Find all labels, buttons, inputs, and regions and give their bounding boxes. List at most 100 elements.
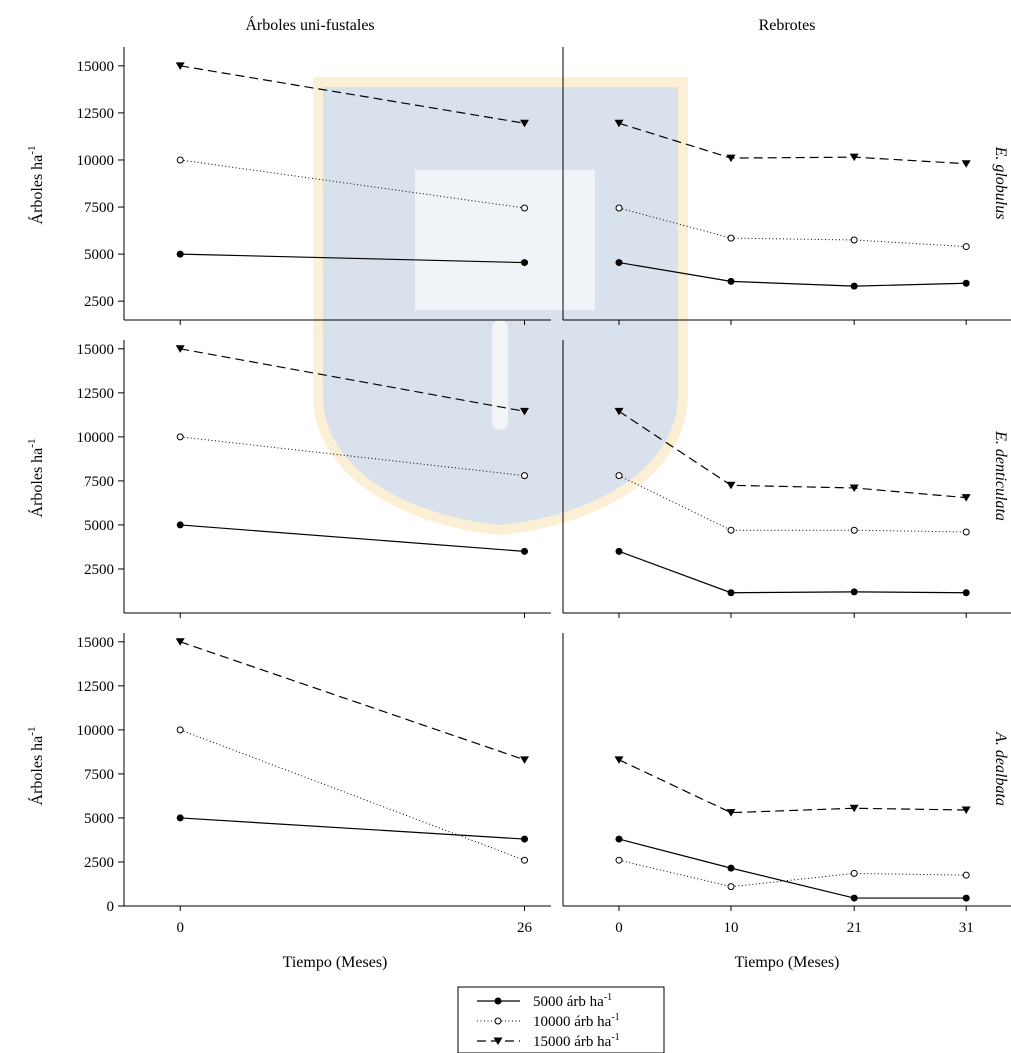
column-title-left: Árboles uni-fustales xyxy=(245,15,374,34)
panel-r3c1-x-tick-label: 0 xyxy=(176,920,184,936)
row-label-e-globulus: E. globulus xyxy=(992,146,1009,220)
panel-r1c2-series-line-1 xyxy=(618,261,967,287)
panel-r3c2-series-2-point xyxy=(727,883,735,891)
panel-r1c1-series-2-point xyxy=(176,156,184,164)
legend-box xyxy=(457,986,665,1053)
panel-r3c2-series-line-1 xyxy=(618,838,967,899)
panel-r3c2-x-tick-label: 10 xyxy=(724,920,739,936)
legend-label-15000: 15000 árb ha-1 xyxy=(533,1032,620,1050)
column-title-right: Rebrotes xyxy=(759,17,816,34)
panel-r1c1-series-3-point xyxy=(520,119,530,128)
panel-r3c1-series-3-point xyxy=(175,638,185,646)
legend-label-10000: 10000 árb ha-1 xyxy=(533,1012,620,1030)
panel-r3c1-series-1-point xyxy=(176,814,184,822)
panel-r2c2-series-3-point xyxy=(614,407,624,416)
panel-r3c2-series-3-point xyxy=(961,806,971,815)
panel-r2c1-y-tick-label: 2500 xyxy=(84,562,114,578)
panel-r3c2-series-3-point xyxy=(614,756,624,764)
row-label-e-denticulata: E. denticulata xyxy=(992,430,1009,521)
legend: 5000 árb ha-1 10000 árb ha-1 15000 árb h… xyxy=(457,986,665,1053)
panel-r2c1-y-tick-label: 15000 xyxy=(77,342,115,358)
row-label-a-dealbata: A. dealbata xyxy=(992,731,1009,806)
panel-r3c1-y-tick-label: 0 xyxy=(107,899,115,915)
panel-r2c2-series-1-point xyxy=(727,589,735,597)
panel-r1c2-series-3-point xyxy=(614,119,624,128)
panel-r3c1-series-1-point xyxy=(521,835,529,843)
panel-r1c1-series-2-point xyxy=(521,204,529,212)
panel-r1c1-y-tick-label: 7500 xyxy=(84,200,114,216)
panel-r1c2-series-1-point xyxy=(615,259,623,267)
panel-r3c1-series-3-point xyxy=(520,756,530,764)
panel-r1c1-y-tick-label: 12500 xyxy=(77,106,115,122)
panel-r2c1-series-line-1 xyxy=(180,524,525,552)
panel-r1c2-series-2-point xyxy=(727,234,735,242)
x-axis-label-right: Tiempo (Meses) xyxy=(735,954,840,971)
panel-r2c2-series-2-point xyxy=(850,526,858,534)
panel-r1c2-series-2-point xyxy=(962,243,970,251)
panel-r1c1-y-tick-label: 2500 xyxy=(84,294,114,310)
panel-r2c1-y-tick-label: 10000 xyxy=(77,430,115,446)
panel-r1c1-series-1-point xyxy=(521,259,529,267)
panel-r1c2-series-3-point xyxy=(961,160,971,168)
panel-r1c1-series-3-point xyxy=(175,62,185,70)
panel-r3c1-x-tick-label: 26 xyxy=(517,920,533,936)
panel-r3c2-series-2-point xyxy=(615,856,623,864)
legend-marker-5000 xyxy=(494,997,502,1005)
y-axis-label-row-3: Árboles ha-1 xyxy=(26,727,46,806)
panel-r1c2-series-1-point xyxy=(850,282,858,290)
panel-r3c2-x-tick-label: 31 xyxy=(959,920,974,936)
panel-r3c1-series-line-1 xyxy=(180,817,525,840)
panel-r2c2-series-2-point xyxy=(962,528,970,536)
panel-r1c1-y-tick-label: 5000 xyxy=(84,247,114,263)
panel-r3c1-series-2-point xyxy=(521,856,529,864)
panel-r2c2-series-1-point xyxy=(962,589,970,597)
panel-r3c2-series-3-point xyxy=(726,809,736,817)
panel-r1c2-series-2-point xyxy=(615,204,623,212)
panel-r3c2-series-1-point xyxy=(615,835,623,843)
panel-r3c2-series-1-point xyxy=(850,894,858,902)
panel-r3c2-series-line-3 xyxy=(618,759,967,814)
watermark-shield xyxy=(313,77,688,536)
panel-r3c2-series-1-point xyxy=(727,864,735,872)
panel-r1c2-series-3-point xyxy=(726,154,736,163)
panel-r1c1-y-tick-label: 15000 xyxy=(77,59,115,75)
panel-r1c2-series-1-point xyxy=(727,277,735,285)
panel-r2c2-series-3-point xyxy=(849,484,859,492)
panel-r3c1-y-tick-label: 2500 xyxy=(84,855,114,871)
panel-r2c1-series-line-3 xyxy=(180,348,525,412)
panel-r2c2-series-1-point xyxy=(850,588,858,596)
legend-label-5000: 5000 árb ha-1 xyxy=(533,992,612,1010)
panel-r3c2-x-tick-label: 0 xyxy=(615,920,623,936)
legend-marker-15000 xyxy=(493,1037,503,1045)
panel-r2c2-series-2-point xyxy=(727,526,735,534)
panel-r1c1-y-tick-label: 10000 xyxy=(77,153,115,169)
panel-r2c1-series-3-point xyxy=(520,407,530,416)
panel-r3c2-series-2-point xyxy=(962,871,970,879)
panel-r2c2-series-1-point xyxy=(615,547,623,555)
panel-r3c1-series-line-2 xyxy=(180,729,525,861)
panel-r3c2-series-line-2 xyxy=(618,859,967,888)
panel-r3c1-series-2-point xyxy=(176,726,184,734)
y-axis-label-row-1: Árboles ha-1 xyxy=(26,146,46,225)
panel-r3c2-x-tick-label: 21 xyxy=(847,920,862,936)
panel-r2c1-y-tick-label: 7500 xyxy=(84,474,114,490)
panel-r3c1-y-tick-label: 7500 xyxy=(84,767,114,783)
panel-r2c1-y-tick-label: 5000 xyxy=(84,518,114,534)
panel-r1c1-series-1-point xyxy=(176,250,184,258)
y-axis-label-row-2: Árboles ha-1 xyxy=(26,439,46,518)
panel-r2c1-series-2-point xyxy=(521,472,529,480)
panel-r1c2-series-2-point xyxy=(850,236,858,244)
panel-r2c1-y-tick-label: 12500 xyxy=(77,386,115,402)
x-axis-label-left: Tiempo (Meses) xyxy=(283,954,388,971)
panel-r2c1-series-1-point xyxy=(521,547,529,555)
panel-r2c2-series-2-point xyxy=(615,472,623,480)
panel-r2c2-series-3-point xyxy=(961,494,971,502)
panel-r3c1-y-tick-label: 12500 xyxy=(77,679,115,695)
panel-r3c1-y-tick-label: 10000 xyxy=(77,723,115,739)
panel-r2c2-series-line-1 xyxy=(618,550,967,594)
panel-r3c2-series-2-point xyxy=(850,869,858,877)
panel-r3c1-series-line-3 xyxy=(180,641,525,761)
panel-r2c1-series-1-point xyxy=(176,521,184,529)
panel-r2c1-series-2-point xyxy=(176,433,184,441)
panel-r1c2-series-1-point xyxy=(962,279,970,287)
